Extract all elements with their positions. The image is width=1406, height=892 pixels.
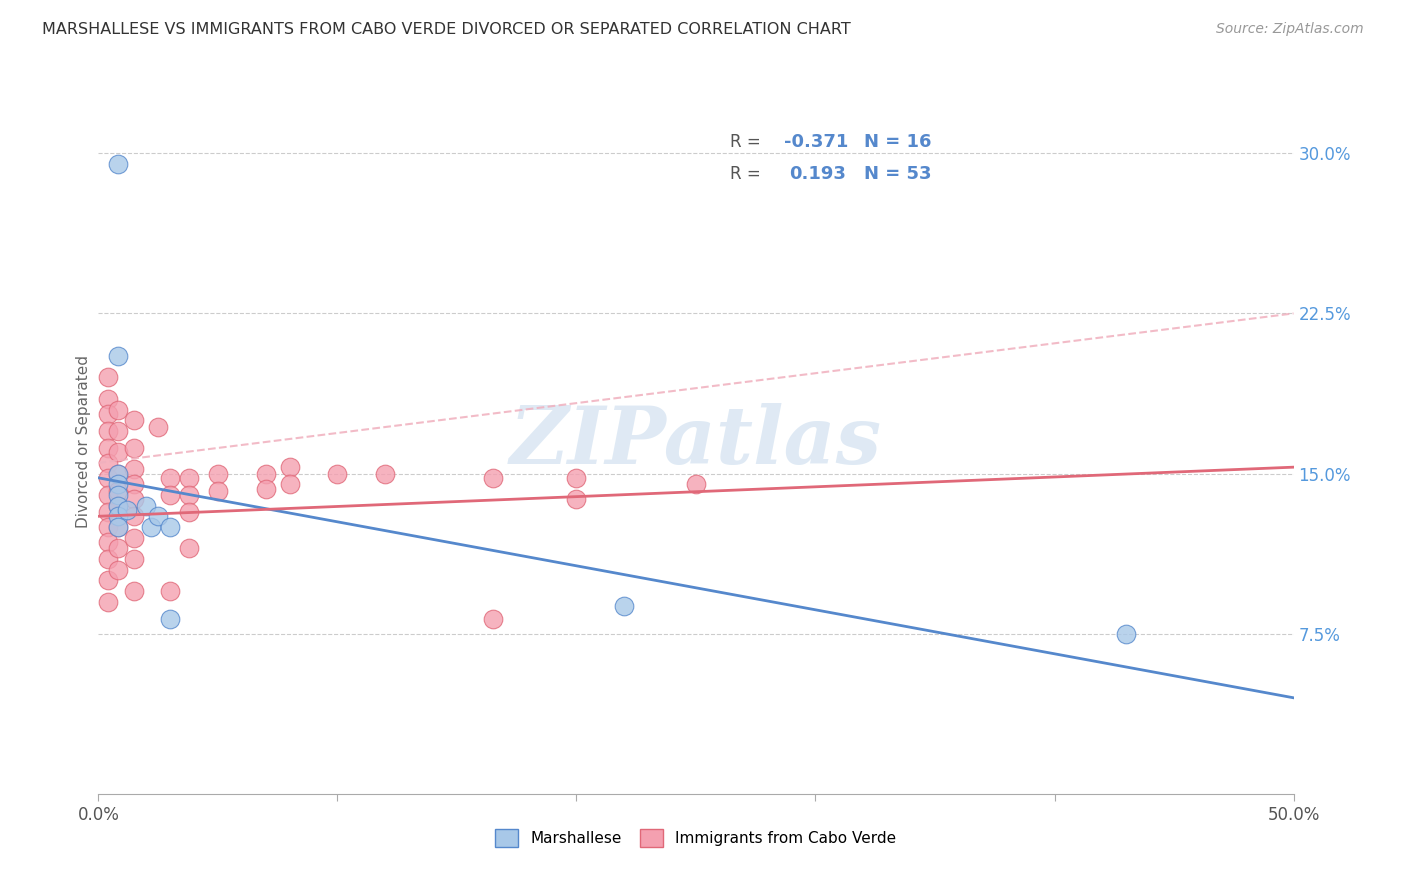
Point (374, 467, 396, 481)
Point (148, 419, 170, 434)
Point (326, 467, 349, 481)
Point (107, 488, 129, 502)
Point (135, 499, 157, 513)
Y-axis label: Divorced or Separated: Divorced or Separated (76, 355, 91, 528)
Point (107, 483, 129, 498)
Text: R =: R = (730, 165, 766, 183)
Point (107, 509, 129, 524)
Text: N = 16: N = 16 (863, 134, 931, 152)
Point (124, 492, 146, 507)
Point (481, 471, 505, 485)
Point (124, 462, 146, 476)
Point (107, 477, 129, 491)
Point (159, 488, 181, 502)
Point (179, 541, 201, 556)
Text: 0.193: 0.193 (789, 165, 846, 183)
Point (97, 595, 120, 609)
Point (565, 492, 588, 507)
Point (179, 488, 201, 502)
Point (107, 424, 129, 438)
Legend: Marshallese, Immigrants from Cabo Verde: Marshallese, Immigrants from Cabo Verde (489, 823, 903, 853)
Point (159, 520, 181, 534)
Point (97, 520, 120, 534)
Point (124, 531, 146, 545)
Text: R =: R = (730, 134, 766, 152)
Point (254, 467, 277, 481)
Text: Source: ZipAtlas.com: Source: ZipAtlas.com (1216, 22, 1364, 37)
Point (124, 477, 146, 491)
Text: N = 53: N = 53 (863, 165, 931, 183)
Point (124, 584, 146, 599)
Point (97, 424, 120, 438)
Point (107, 467, 129, 481)
Point (97, 552, 120, 566)
Point (107, 563, 129, 577)
Point (148, 509, 170, 524)
Point (613, 599, 636, 613)
Point (565, 471, 588, 485)
Point (1115, 626, 1137, 640)
Point (124, 552, 146, 566)
Point (159, 471, 181, 485)
Text: MARSHALLESE VS IMMIGRANTS FROM CABO VERDE DIVORCED OR SEPARATED CORRELATION CHAR: MARSHALLESE VS IMMIGRANTS FROM CABO VERD… (42, 22, 851, 37)
Point (107, 467, 129, 481)
Point (115, 503, 138, 517)
Point (107, 499, 129, 513)
Point (159, 584, 181, 599)
Point (107, 499, 129, 513)
Point (107, 520, 129, 534)
Point (107, 445, 129, 459)
Point (685, 477, 707, 491)
Point (97, 488, 120, 502)
Point (139, 520, 162, 534)
Point (107, 541, 129, 556)
Point (107, 402, 129, 417)
Point (107, 157, 129, 171)
Point (97, 392, 120, 406)
Point (97, 456, 120, 470)
Point (159, 612, 181, 626)
Point (278, 460, 301, 475)
Text: ZIPatlas: ZIPatlas (510, 403, 882, 480)
Text: -0.371: -0.371 (783, 134, 848, 152)
Point (97, 407, 120, 421)
Point (97, 370, 120, 384)
Point (481, 612, 505, 626)
Point (107, 349, 129, 363)
Point (254, 482, 277, 496)
Point (179, 471, 201, 485)
Point (207, 483, 229, 498)
Point (278, 477, 301, 491)
Point (207, 467, 229, 481)
Point (97, 535, 120, 549)
Point (124, 441, 146, 455)
Point (97, 441, 120, 455)
Point (124, 413, 146, 427)
Point (124, 509, 146, 524)
Point (179, 505, 201, 519)
Point (107, 520, 129, 534)
Point (97, 471, 120, 485)
Point (97, 505, 120, 519)
Point (97, 574, 120, 588)
